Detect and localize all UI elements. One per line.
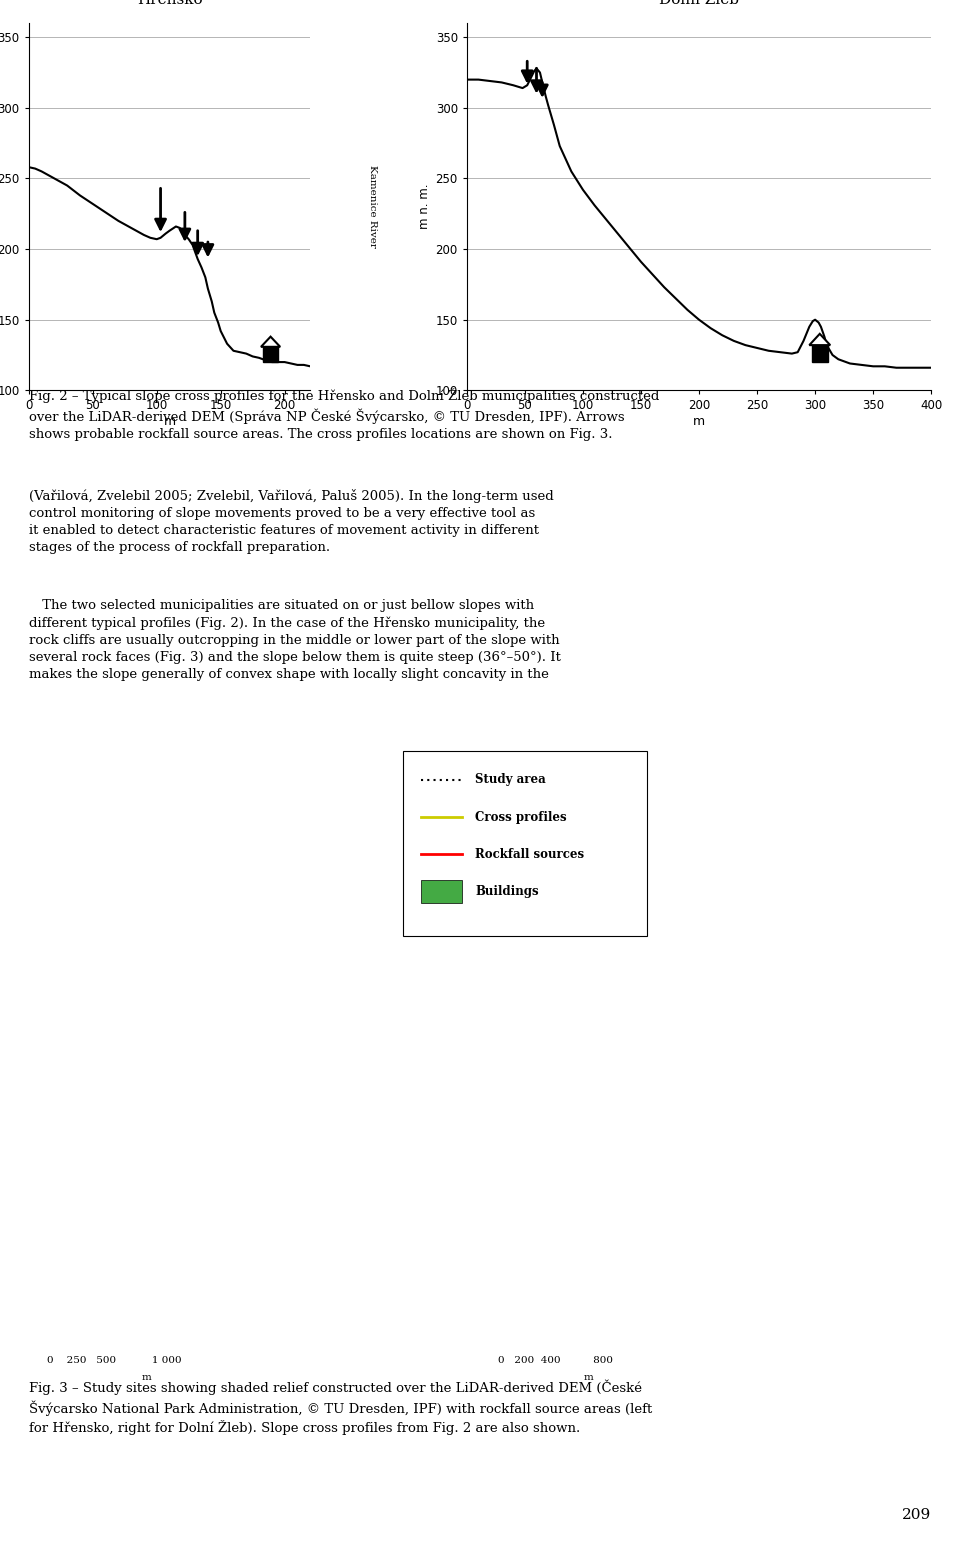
Bar xyxy=(421,880,462,903)
Text: Kamenice River: Kamenice River xyxy=(368,165,376,248)
Title: Dolní Žleb: Dolní Žleb xyxy=(659,0,739,6)
Text: (Vařilová, Zvelebil 2005; Zvelebil, Vařilová, Paluš 2005). In the long-term used: (Vařilová, Zvelebil 2005; Zvelebil, Vaři… xyxy=(29,488,554,555)
Text: Cross profiles: Cross profiles xyxy=(475,811,567,823)
Text: Fig. 2 – Typical slope cross profiles for the Hřensko and Dolní Žleb municipalit: Fig. 2 – Typical slope cross profiles fo… xyxy=(29,388,660,441)
Text: Rockfall sources: Rockfall sources xyxy=(475,848,585,861)
Text: 0   200  400          800: 0 200 400 800 xyxy=(498,1356,613,1365)
Bar xyxy=(811,345,828,362)
Title: Hřensko: Hřensko xyxy=(136,0,203,6)
Bar xyxy=(263,347,278,362)
X-axis label: m: m xyxy=(163,415,176,428)
Text: Buildings: Buildings xyxy=(475,885,540,898)
FancyBboxPatch shape xyxy=(403,750,647,935)
Polygon shape xyxy=(261,336,280,347)
Text: 209: 209 xyxy=(902,1509,931,1523)
Text: Study area: Study area xyxy=(475,774,546,786)
Y-axis label: m n. m.: m n. m. xyxy=(419,183,431,230)
Text: 0    250   500           1 000: 0 250 500 1 000 xyxy=(47,1356,181,1365)
X-axis label: m: m xyxy=(693,415,705,428)
Text: The two selected municipalities are situated on or just bellow slopes with
diffe: The two selected municipalities are situ… xyxy=(29,599,561,681)
Text: m: m xyxy=(141,1373,151,1382)
Polygon shape xyxy=(809,334,830,345)
Text: Fig. 3 – Study sites showing shaded relief constructed over the LiDAR-derived DE: Fig. 3 – Study sites showing shaded reli… xyxy=(29,1379,652,1435)
Text: m: m xyxy=(584,1373,593,1382)
